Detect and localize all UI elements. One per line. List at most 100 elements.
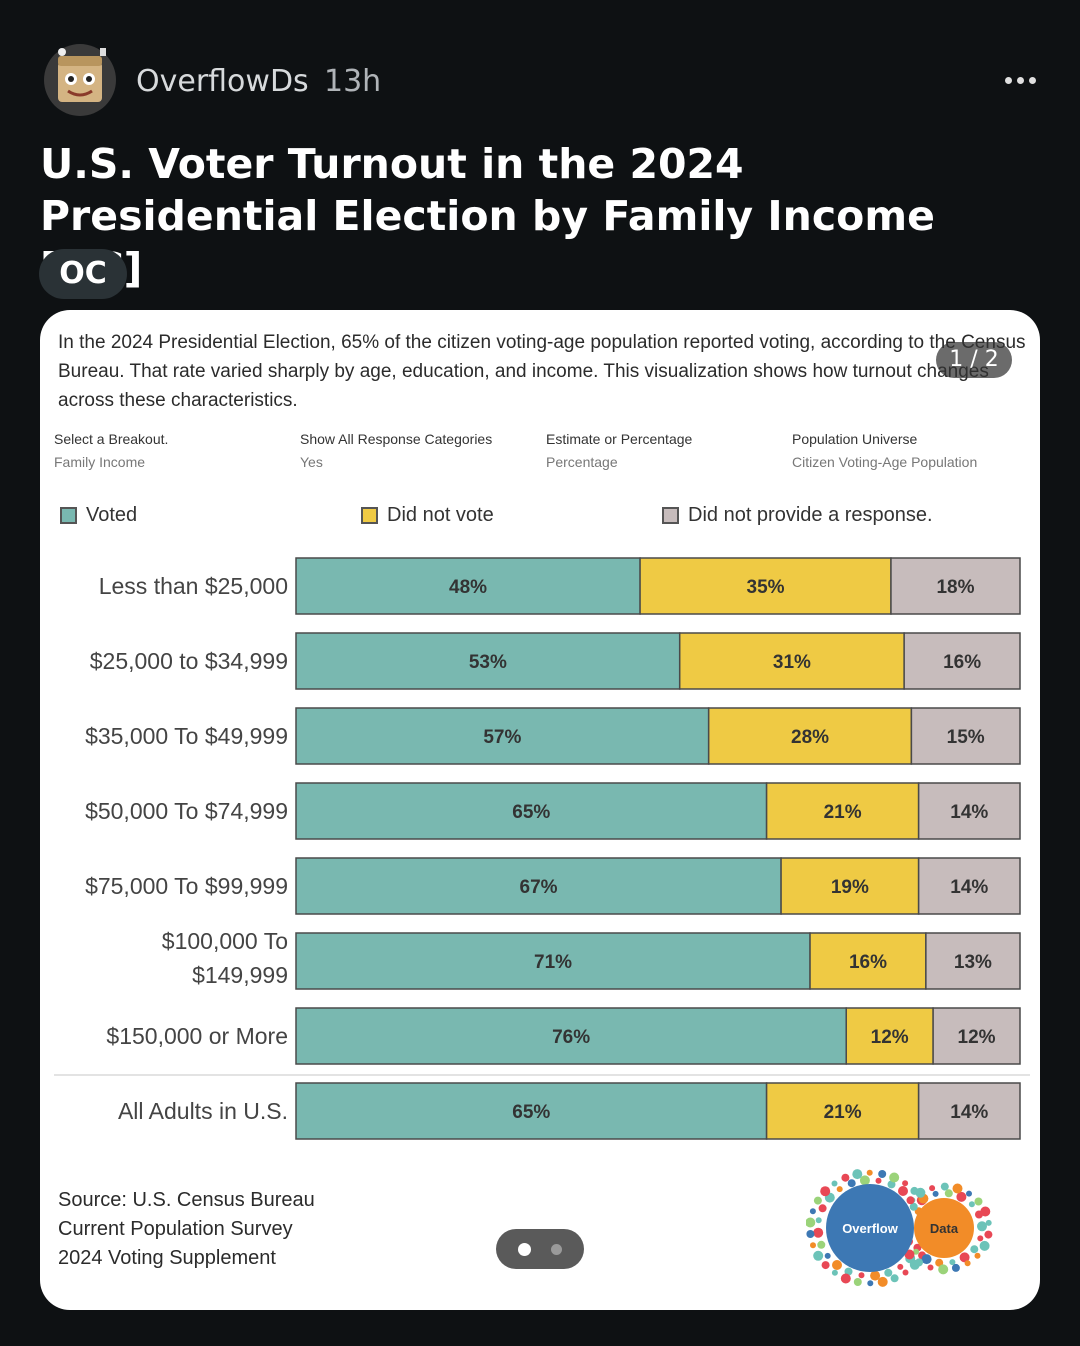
logo-dot (875, 1177, 882, 1184)
data-label: 57% (483, 727, 521, 748)
data-label: 12% (958, 1027, 996, 1048)
bar-segment-no-response (925, 932, 1021, 990)
filter-label: Estimate or Percentage (546, 431, 693, 447)
logo-dot (815, 1217, 822, 1224)
data-label: 67% (520, 877, 558, 898)
logo-dot (902, 1269, 909, 1276)
filter-breakout: Select a Breakout. Family Income (54, 428, 168, 474)
logo-dot (985, 1219, 992, 1226)
filter-label: Population Universe (792, 431, 918, 447)
logo-dot (927, 1264, 934, 1271)
logo-dot (902, 1180, 909, 1187)
logo-dot (836, 1186, 843, 1193)
legend-swatch (361, 507, 378, 524)
category-label: $25,000 to $34,999 (90, 648, 288, 674)
intro-text: In the 2024 Presidential Election, 65% o… (58, 332, 1026, 411)
logo-dot (831, 1180, 838, 1187)
logo-dot (841, 1173, 850, 1182)
data-label: 21% (824, 1102, 862, 1123)
logo-dot (859, 1175, 870, 1186)
category-label: All Adults in U.S. (118, 1098, 288, 1124)
pager-dot[interactable] (551, 1243, 562, 1255)
category-label: $50,000 To $74,999 (85, 798, 288, 824)
data-label: 21% (824, 802, 862, 823)
logo-dot (820, 1186, 831, 1197)
data-label: 53% (469, 652, 507, 673)
category-label: $100,000 To $149,999 (162, 928, 288, 988)
source-line: Current Population Survey (58, 1218, 293, 1240)
bar-row: $50,000 To $74,999 65% 21% 14% (85, 782, 1021, 840)
bar-segment-no-response (917, 857, 1021, 915)
logo-dot (906, 1196, 915, 1205)
data-label: 65% (512, 802, 550, 823)
turnout-bar-chart: Less than $25,000 48% 35% 18% $25,000 to $34… (85, 557, 1021, 1140)
data-label: 15% (947, 727, 985, 748)
legend-label: Voted (86, 504, 138, 526)
logo-dot (852, 1169, 863, 1180)
logo-dot (867, 1280, 874, 1287)
bar-segment-voted (295, 632, 681, 690)
logo-dot (806, 1217, 816, 1228)
logo-dot (853, 1278, 862, 1286)
bar-segment-no-response (917, 1082, 1021, 1140)
post-title[interactable]: U.S. Voter Turnout in the 2024 President… (40, 140, 935, 292)
source-line: Source: U.S. Census Bureau (58, 1189, 315, 1211)
logo-dot (866, 1169, 873, 1176)
logo-dot (977, 1235, 984, 1242)
more-options-button[interactable] (1000, 66, 1040, 94)
pager-dot-active[interactable] (518, 1242, 531, 1256)
flair-badge[interactable]: OC (39, 249, 127, 299)
bar-segment-no-response (890, 557, 1021, 615)
logo-left-word: Overflow (842, 1221, 899, 1236)
filter-response-categories: Show All Response Categories Yes (300, 428, 492, 474)
filter-label: Show All Response Categories (300, 431, 493, 447)
username[interactable]: OverflowDs (136, 64, 309, 99)
logo-dot (977, 1221, 987, 1232)
logo-dot (813, 1196, 822, 1205)
logo-dot (951, 1263, 960, 1272)
logo-dot (810, 1242, 816, 1249)
legend-swatch (60, 507, 77, 524)
logo-dot (915, 1258, 923, 1267)
logo-dot (809, 1208, 816, 1215)
logo-dot (831, 1269, 838, 1276)
data-label: 12% (871, 1027, 909, 1048)
user-avatar[interactable] (42, 42, 118, 118)
filter-value: Yes (300, 454, 323, 470)
overflow-data-logo: Overflow Data (806, 1169, 993, 1287)
logo-dot (929, 1185, 936, 1192)
more-dot-icon (1004, 76, 1012, 84)
gallery-pager[interactable] (496, 1229, 584, 1269)
legend-swatch (662, 507, 679, 524)
category-label-line: $149,999 (192, 962, 288, 988)
logo-dot (824, 1252, 831, 1259)
logo-dot (974, 1197, 983, 1206)
post-image-card[interactable]: In the 2024 Presidential Election, 65% o… (40, 310, 1040, 1310)
data-label: 76% (552, 1027, 590, 1048)
legend-label: Did not provide a response. (688, 504, 933, 526)
bar-segment-voted (295, 857, 782, 915)
logo-dot (898, 1186, 908, 1196)
logo-dot (952, 1183, 963, 1194)
bar-segment-no-response (910, 707, 1021, 765)
filter-value: Percentage (546, 454, 618, 470)
bar-segment-no-response (917, 782, 1021, 840)
bar-segment-voted (295, 932, 811, 990)
bar-segment-voted (295, 1007, 847, 1065)
logo-dot (813, 1250, 824, 1261)
source-note: Source: U.S. Census Bureau Current Popul… (58, 1186, 315, 1273)
bar-row: $75,000 To $99,999 67% 19% 14% (85, 857, 1021, 915)
bar-segment-no-response (932, 1007, 1021, 1065)
category-label: $75,000 To $99,999 (85, 873, 288, 899)
logo-dot (858, 1272, 865, 1279)
bar-segment-voted (295, 557, 641, 615)
logo-dot (949, 1259, 956, 1266)
logo-dot (878, 1170, 887, 1178)
filter-label: Select a Breakout. (54, 431, 169, 447)
logo-dot (890, 1274, 899, 1283)
bar-segment-no-response (903, 632, 1021, 690)
logo-dot (913, 1248, 920, 1255)
logo-dot (806, 1230, 815, 1238)
logo-dot (877, 1276, 888, 1287)
logo-dot (966, 1190, 972, 1197)
